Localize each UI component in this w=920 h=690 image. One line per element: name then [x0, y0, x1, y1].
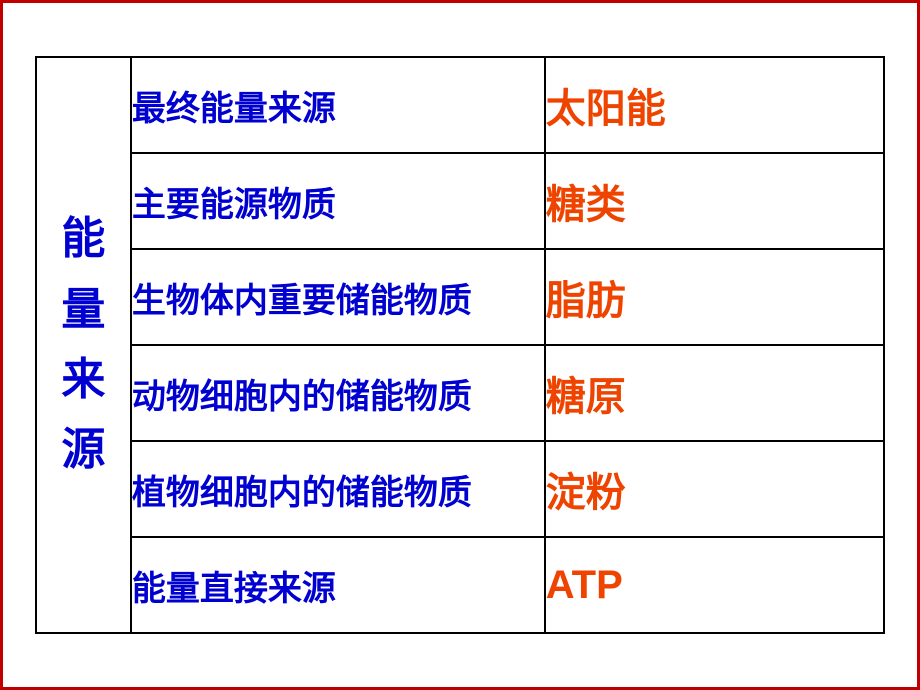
label-cell: 能量直接来源	[131, 537, 545, 633]
header-char: 源	[37, 415, 130, 485]
label-cell: 植物细胞内的储能物质	[131, 441, 545, 537]
value-cell: 糖类	[545, 153, 884, 249]
row-header-cell: 能 量 来 源	[36, 57, 131, 633]
label-cell: 动物细胞内的储能物质	[131, 345, 545, 441]
label-cell: 最终能量来源	[131, 57, 545, 153]
table-row: 动物细胞内的储能物质 糖原	[36, 345, 884, 441]
header-char: 来	[37, 345, 130, 415]
table-row: 能 量 来 源 最终能量来源 太阳能	[36, 57, 884, 153]
table-row: 能量直接来源 ATP	[36, 537, 884, 633]
label-cell: 生物体内重要储能物质	[131, 249, 545, 345]
header-char: 量	[37, 275, 130, 345]
header-char: 能	[37, 204, 130, 274]
slide-frame: 能 量 来 源 最终能量来源 太阳能 主要能源物质 糖类 生物体内重要储能物质 …	[0, 0, 920, 690]
energy-source-table: 能 量 来 源 最终能量来源 太阳能 主要能源物质 糖类 生物体内重要储能物质 …	[35, 56, 885, 634]
value-cell: 淀粉	[545, 441, 884, 537]
value-cell: ATP	[545, 537, 884, 633]
table-row: 植物细胞内的储能物质 淀粉	[36, 441, 884, 537]
value-cell: 糖原	[545, 345, 884, 441]
table-row: 生物体内重要储能物质 脂肪	[36, 249, 884, 345]
value-cell: 太阳能	[545, 57, 884, 153]
label-cell: 主要能源物质	[131, 153, 545, 249]
row-header-text: 能 量 来 源	[37, 204, 130, 486]
value-cell: 脂肪	[545, 249, 884, 345]
table-row: 主要能源物质 糖类	[36, 153, 884, 249]
